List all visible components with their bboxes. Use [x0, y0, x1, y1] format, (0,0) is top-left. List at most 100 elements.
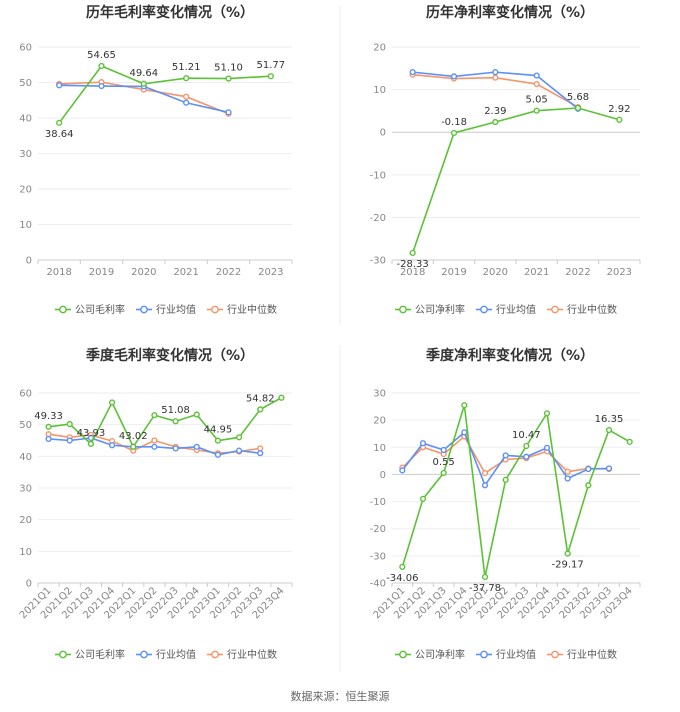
- data-label: 54.65: [87, 50, 116, 61]
- data-point-company: [183, 75, 190, 82]
- data-point-avg: [461, 429, 468, 436]
- data-point-company: [450, 129, 458, 137]
- legend-marker-icon: [140, 305, 148, 314]
- y-tick-label: 0: [26, 256, 32, 267]
- data-point-avg: [409, 69, 416, 76]
- legend-item-median[interactable]: 行业中位数: [547, 648, 617, 661]
- data-label: 16.35: [595, 414, 624, 425]
- y-tick-label: 0: [380, 470, 386, 481]
- data-label: 49.64: [130, 68, 159, 79]
- chart-panel-1: 历年毛利率变化情况（%） 0 10 20 30 40 50 60 2018 2019 2020 202…: [19, 4, 293, 316]
- x-tick-label: 2019: [89, 267, 114, 278]
- data-label: 5.05: [526, 95, 548, 106]
- legend-item-company[interactable]: 公司净利率: [395, 303, 465, 316]
- legend-label: 行业中位数: [227, 303, 277, 316]
- data-point-company: [225, 75, 232, 82]
- data-point-avg: [193, 443, 200, 450]
- data-label: 38.64: [45, 129, 74, 140]
- legend-item-company[interactable]: 公司净利率: [395, 648, 465, 661]
- series-line-company: [48, 397, 282, 449]
- legend-item-avg[interactable]: 行业均值: [136, 303, 196, 316]
- data-label: -29.17: [552, 560, 584, 571]
- data-point-avg: [533, 72, 540, 79]
- data-point-company: [45, 423, 52, 430]
- data-point-avg: [257, 450, 264, 457]
- legend-label: 行业均值: [496, 648, 536, 661]
- chart-panel-4: 季度净利率变化情况（%）-40-30-20-1001020302021Q1202…: [370, 347, 641, 661]
- y-tick-label: 30: [373, 389, 386, 400]
- y-tick-label: 10: [373, 443, 386, 454]
- data-label: -34.06: [386, 573, 418, 584]
- data-point-median: [481, 469, 489, 477]
- data-point-company: [492, 118, 499, 126]
- data-point-avg: [564, 475, 571, 482]
- legend-label: 行业均值: [156, 303, 196, 316]
- y-tick-label: -10: [370, 170, 386, 181]
- data-point-avg: [419, 440, 427, 447]
- data-label: 51.10: [214, 63, 243, 74]
- legend-item-avg[interactable]: 行业均值: [476, 303, 536, 316]
- legend-marker-icon: [551, 305, 559, 314]
- legend-label: 行业中位数: [227, 648, 277, 661]
- data-point-company: [502, 476, 509, 483]
- y-tick-label: -20: [370, 524, 386, 535]
- legend-item-avg[interactable]: 行业均值: [476, 648, 536, 661]
- data-point-company: [616, 116, 623, 123]
- legend-item-avg[interactable]: 行业均值: [136, 648, 196, 661]
- data-label: 51.77: [257, 60, 286, 71]
- data-label: -0.18: [441, 117, 467, 128]
- legend-label: 行业中位数: [567, 648, 617, 661]
- chart-panel-3: 季度毛利率变化情况（%）01020304050602021Q12021Q2202…: [18, 347, 293, 661]
- data-label: 51.21: [172, 62, 201, 73]
- data-point-avg: [108, 442, 116, 449]
- legend-label: 公司净利率: [415, 303, 465, 316]
- y-tick-label: 20: [373, 416, 386, 427]
- data-point-avg: [98, 82, 105, 90]
- data-label: 43.93: [77, 428, 106, 439]
- data-point-median: [151, 437, 158, 444]
- data-label: 51.08: [161, 405, 190, 416]
- data-point-company: [461, 402, 468, 409]
- legend-marker-icon: [59, 650, 67, 659]
- legend-item-median[interactable]: 行业中位数: [547, 303, 617, 316]
- y-tick-label: 10: [373, 85, 386, 96]
- x-tick-label: 2019: [441, 267, 466, 278]
- data-point-avg: [492, 69, 499, 76]
- legend-item-median[interactable]: 行业中位数: [207, 648, 277, 661]
- legend-label: 公司净利率: [415, 648, 465, 661]
- legend-item-company[interactable]: 公司毛利率: [55, 648, 125, 661]
- data-point-avg: [399, 467, 406, 474]
- y-tick-label: -10: [370, 497, 386, 508]
- data-point-avg: [225, 109, 232, 116]
- chart-title: 季度毛利率变化情况（%）: [85, 347, 254, 364]
- data-label: -28.33: [397, 259, 429, 270]
- data-label: 49.33: [34, 411, 63, 422]
- data-point-company: [574, 104, 582, 112]
- data-point-avg: [183, 99, 190, 106]
- legend-marker-icon: [140, 650, 148, 659]
- data-point-company: [56, 119, 63, 126]
- series-line-company: [401, 404, 631, 578]
- data-point-avg: [235, 447, 243, 454]
- y-tick-label: 20: [373, 43, 386, 54]
- legend-item-company[interactable]: 公司毛利率: [55, 303, 125, 316]
- legend-item-median[interactable]: 行业中位数: [207, 303, 277, 316]
- y-tick-label: 0: [26, 579, 32, 590]
- data-label: 2.92: [608, 104, 630, 115]
- legend-marker-icon: [480, 650, 488, 659]
- legend-label: 行业中位数: [567, 303, 617, 316]
- data-point-company: [399, 563, 406, 570]
- data-point-company: [278, 394, 285, 401]
- data-point-avg: [45, 435, 52, 443]
- legend-label: 公司毛利率: [75, 303, 125, 316]
- chart-title: 历年净利率变化情况（%）: [426, 4, 594, 21]
- x-tick-label: 2023: [607, 267, 632, 278]
- data-point-company: [523, 442, 530, 450]
- data-point-avg: [523, 453, 530, 460]
- data-point-company: [108, 399, 116, 406]
- data-point-company: [585, 482, 592, 489]
- data-point-median: [183, 93, 190, 100]
- y-tick-label: 50: [19, 420, 32, 431]
- data-point-company: [214, 437, 222, 444]
- y-tick-label: 50: [19, 78, 32, 89]
